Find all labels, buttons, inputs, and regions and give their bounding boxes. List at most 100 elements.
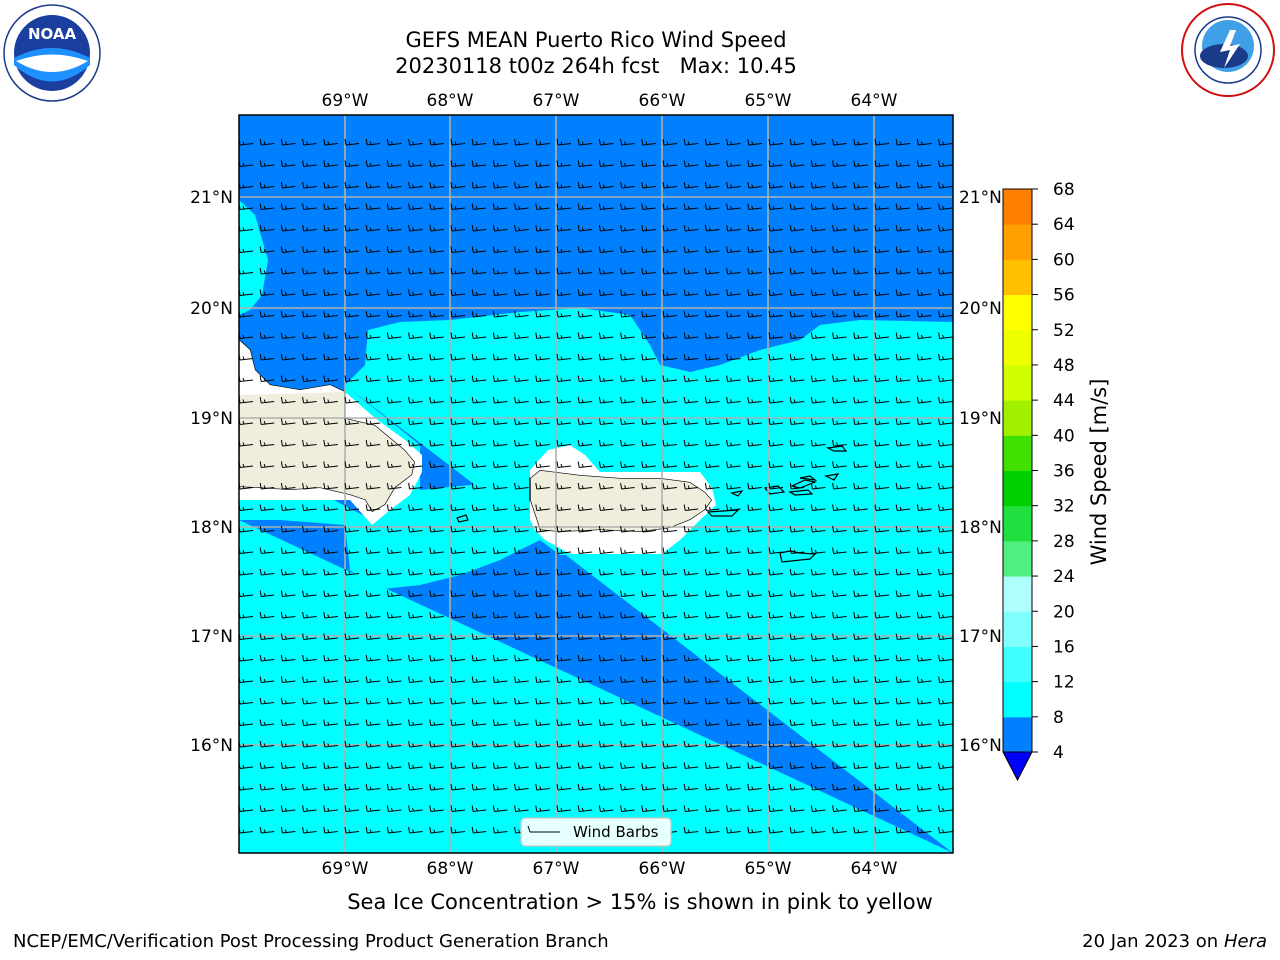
wind-barb xyxy=(408,332,423,339)
wind-barb xyxy=(683,482,699,490)
wind-barb xyxy=(662,740,678,748)
wind-barb xyxy=(895,439,911,447)
wind-barb xyxy=(683,375,699,382)
wind-barb xyxy=(408,181,423,189)
wind-barb xyxy=(386,224,402,232)
wind-barb xyxy=(386,568,402,576)
wind-barb xyxy=(620,138,635,146)
wind-barb xyxy=(302,826,317,834)
wind-barb xyxy=(704,461,720,468)
wind-barb xyxy=(323,375,338,382)
wind-barb xyxy=(450,805,466,812)
wind-barb xyxy=(641,224,656,232)
wind-barb xyxy=(598,267,614,275)
wind-barb xyxy=(344,310,360,318)
wind-barb xyxy=(577,160,593,167)
wind-barb xyxy=(810,181,826,189)
colorbar-tick-label: 64 xyxy=(1053,215,1075,235)
wind-barb xyxy=(471,676,487,683)
wind-barb xyxy=(492,762,508,769)
lon-label-top: 66°W xyxy=(639,91,686,111)
wind-barb xyxy=(492,611,508,619)
wind-barb xyxy=(683,590,699,597)
wind-barb xyxy=(344,181,360,189)
wind-barb xyxy=(641,310,656,318)
wind-barb xyxy=(471,138,487,146)
wind-barb xyxy=(938,160,953,167)
wind-barb xyxy=(514,439,529,447)
wind-barb xyxy=(768,568,784,576)
wind-barb xyxy=(916,568,932,576)
wind-barb xyxy=(853,461,868,468)
wind-barb xyxy=(302,525,317,533)
wind-barb xyxy=(662,332,678,339)
lat-label-right: 16°N xyxy=(959,736,1002,756)
wind-barb xyxy=(577,676,593,683)
wind-barb xyxy=(577,654,593,662)
wind-barb xyxy=(386,267,402,275)
wind-barb xyxy=(916,504,932,511)
wind-barb xyxy=(535,568,550,576)
nodata-pr xyxy=(530,445,716,554)
colorbar-tick-label: 44 xyxy=(1053,391,1075,411)
wind-barb xyxy=(768,697,784,705)
wind-barb xyxy=(365,138,381,146)
wind-barb xyxy=(938,138,953,146)
wind-barb xyxy=(916,676,932,683)
wind-barb xyxy=(492,224,508,232)
wind-barb xyxy=(492,568,508,576)
chart-title: GEFS MEAN Puerto Rico Wind Speed xyxy=(405,28,787,52)
wind-barb xyxy=(598,568,614,576)
wind-barb xyxy=(408,504,423,511)
wind-barb xyxy=(450,783,466,791)
wind-barb xyxy=(874,289,890,296)
wind-barb xyxy=(408,762,423,769)
wind-barb xyxy=(514,783,529,791)
wind-barb xyxy=(535,611,550,619)
wind-barb xyxy=(302,568,317,576)
lat-labels-right: 21°N 20°N 19°N 18°N 17°N 16°N xyxy=(959,188,1002,756)
footer-date-text: 20 Jan 2023 on xyxy=(1082,931,1224,952)
wind-barb xyxy=(832,267,847,275)
wind-barb xyxy=(471,289,487,296)
wind-barb xyxy=(938,267,953,275)
wind-barb xyxy=(832,783,847,791)
wind-barb xyxy=(598,525,614,533)
wind-barb xyxy=(662,525,678,533)
wind-barb xyxy=(789,633,805,640)
wind-barb xyxy=(280,590,296,597)
lat-label-right: 18°N xyxy=(959,518,1002,538)
wind-barb xyxy=(408,439,423,447)
wind-barb xyxy=(514,547,529,554)
wind-barb xyxy=(514,396,529,404)
wind-barb xyxy=(514,461,529,468)
wind-barb xyxy=(789,310,805,318)
wind-barb xyxy=(938,353,953,361)
wind-barb xyxy=(323,224,338,232)
colorbar-segment xyxy=(1003,435,1032,471)
wind-barb xyxy=(704,353,720,361)
wind-barb xyxy=(492,310,508,318)
wind-barb xyxy=(408,310,423,318)
wind-barb xyxy=(641,547,656,554)
wind-barb xyxy=(259,203,275,210)
wind-barb xyxy=(386,783,402,791)
wind-barb xyxy=(874,547,890,554)
wind-barb xyxy=(492,353,508,361)
wind-barb xyxy=(641,353,656,361)
wind-barb xyxy=(662,676,678,683)
wind-barb xyxy=(323,525,338,533)
wind-barb xyxy=(704,783,720,791)
wind-barb xyxy=(810,719,826,726)
colorbar-tick-label: 24 xyxy=(1053,567,1075,587)
wind-barb xyxy=(874,525,890,533)
wind-barb xyxy=(323,611,338,619)
wind-barb xyxy=(450,310,466,318)
wind-barb xyxy=(302,181,317,189)
wind-barb xyxy=(683,740,699,748)
wind-barb xyxy=(386,181,402,189)
wind-barb xyxy=(302,719,317,726)
wind-barb xyxy=(810,568,826,576)
wind-barb xyxy=(683,697,699,705)
wind-barb xyxy=(641,805,656,812)
